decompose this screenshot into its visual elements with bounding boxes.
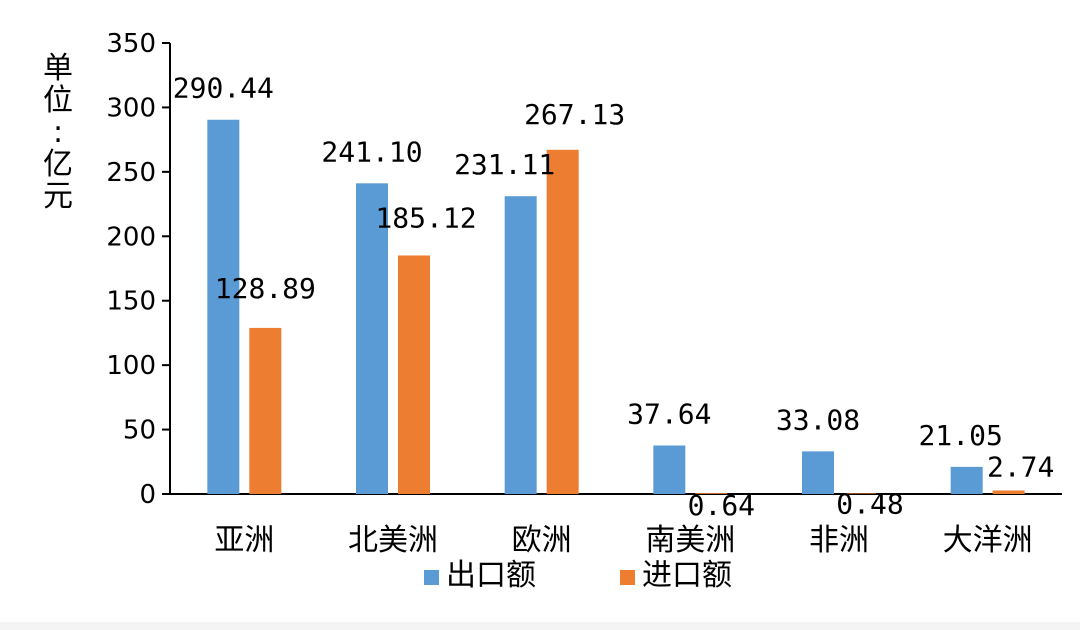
- data-label-import: 0.48: [836, 487, 903, 520]
- y-axis-title: 单位:亿元: [43, 51, 73, 214]
- y-axis-title-char: 单: [43, 51, 73, 86]
- y-axis-title-char: :: [53, 115, 63, 150]
- bar-import: [546, 149, 579, 494]
- legend-swatch-import: [620, 570, 635, 585]
- bar-export: [802, 451, 834, 494]
- y-axis-ticks: 0 50 100 150 200 250 300 350: [106, 29, 170, 510]
- legend: 出口额 进口额: [424, 558, 732, 593]
- bar-import: [398, 255, 430, 494]
- y-tick-label: 200: [106, 222, 156, 252]
- data-label-export: 231.11: [454, 148, 555, 181]
- data-label-import: 267.13: [524, 98, 625, 131]
- x-category-label: 南美洲: [645, 523, 735, 558]
- data-label-export: 21.05: [919, 419, 1003, 452]
- bottom-strip: [0, 622, 1080, 630]
- data-label-export: 241.10: [321, 135, 422, 168]
- data-label-export: 37.64: [627, 397, 711, 430]
- y-axis-title-char: 位: [43, 83, 73, 118]
- y-tick-label: 150: [106, 287, 156, 317]
- bar-import: [844, 493, 876, 494]
- y-tick-label: 250: [106, 158, 156, 188]
- data-label-import: 2.74: [987, 450, 1054, 483]
- axes: [169, 43, 1062, 495]
- legend-swatch-export: [424, 570, 439, 585]
- data-label-import: 185.12: [375, 201, 476, 234]
- y-axis-title-char: 亿: [43, 147, 73, 182]
- x-category-label: 北美洲: [348, 523, 438, 558]
- bar-import: [249, 327, 282, 494]
- x-category-label: 欧洲: [512, 523, 572, 558]
- bar-export: [950, 466, 983, 494]
- y-tick-label: 100: [106, 351, 156, 381]
- x-category-label: 大洋洲: [943, 523, 1033, 558]
- bar-import: [992, 490, 1025, 494]
- bars: [207, 119, 1025, 495]
- y-tick-label: 350: [106, 29, 156, 59]
- data-label-import: 128.89: [215, 272, 316, 305]
- bar-export: [356, 183, 388, 494]
- data-label-export: 290.44: [173, 72, 274, 105]
- bar-export: [504, 196, 537, 495]
- x-category-label: 亚洲: [214, 523, 274, 558]
- data-labels: 290.44 128.89 241.10 185.12 231.11 267.13 37.6…: [173, 72, 1055, 522]
- y-tick-label: 300: [106, 93, 156, 123]
- y-axis-title-char: 元: [43, 179, 73, 214]
- y-tick-label: 0: [139, 480, 156, 510]
- x-category-label: 非洲: [809, 523, 869, 558]
- data-label-import: 0.64: [688, 489, 755, 522]
- y-tick-label: 50: [123, 416, 156, 446]
- legend-label-export: 出口额: [446, 558, 536, 593]
- bar-export: [207, 119, 240, 494]
- x-axis-categories: 亚洲 北美洲 欧洲 南美洲 非洲 大洋洲: [214, 523, 1032, 558]
- legend-label-import: 进口额: [642, 558, 732, 593]
- data-label-export: 33.08: [776, 403, 860, 436]
- bar-export: [653, 445, 686, 494]
- bar-import: [695, 493, 728, 494]
